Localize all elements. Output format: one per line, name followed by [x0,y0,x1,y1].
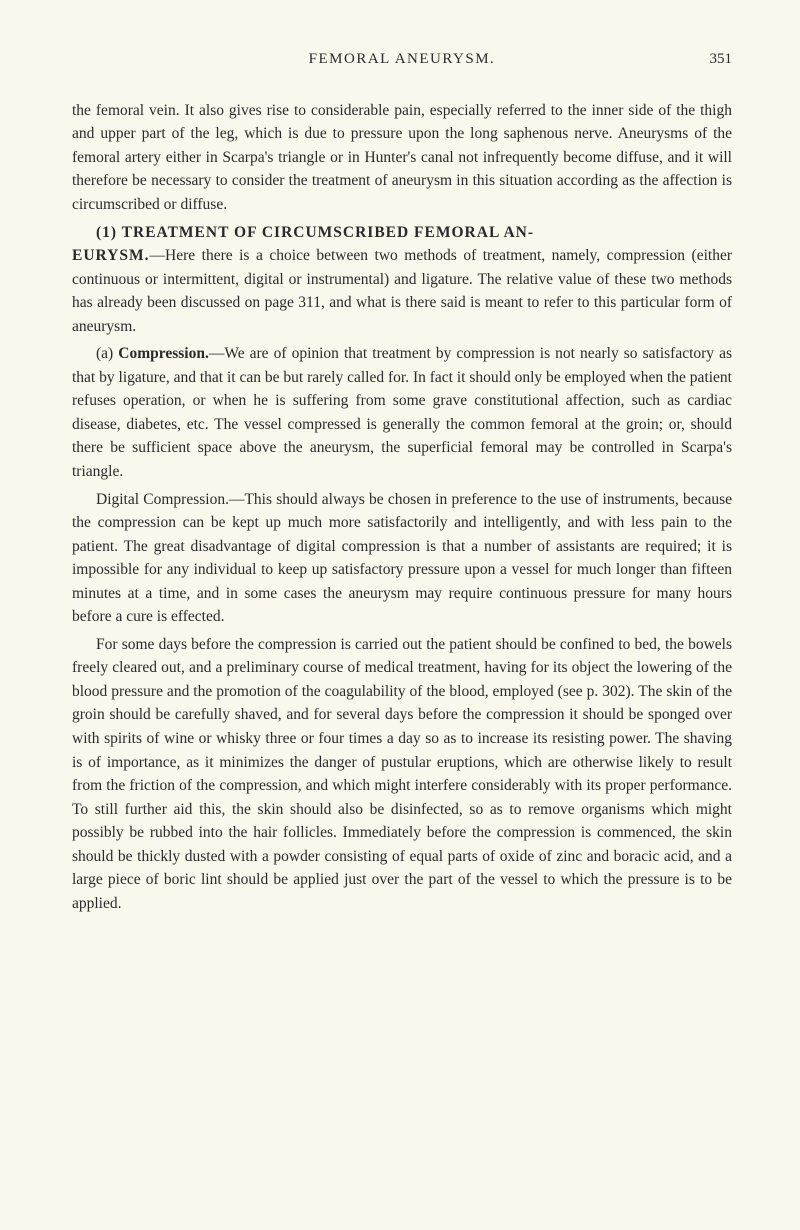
section-heading-line1: (1) TREATMENT OF CIRCUMSCRIBED FEMORAL A… [96,224,534,241]
paragraph-3-lead: (a) [96,345,118,362]
paragraph-2: (1) TREATMENT OF CIRCUMSCRIBED FEMORAL A… [72,221,732,339]
paragraph-3-body: —We are of opinion that treatment by com… [72,345,732,480]
paragraph-2-body: —Here there is a choice between two meth… [72,247,732,335]
paragraph-4-body: —This should always be chosen in prefere… [72,491,732,626]
section-heading-line2: EURYSM. [72,247,150,264]
paragraph-1: the femoral vein. It also gives rise to … [72,99,732,217]
page-number: 351 [692,48,732,71]
paragraph-4: Digital Compression.—This should always … [72,488,732,629]
paragraph-5: For some days before the compression is … [72,633,732,916]
paragraph-3: (a) Compression.—We are of opinion that … [72,342,732,483]
paragraph-1-text: the femoral vein. It also gives rise to … [72,102,732,213]
paragraph-5-text: For some days before the compression is … [72,636,732,912]
page-header: FEMORAL ANEURYSM. 351 [72,48,732,71]
digital-compression-label: Digital Compression. [96,491,229,508]
compression-label: Compression. [118,345,209,362]
header-title: FEMORAL ANEURYSM. [112,48,692,71]
